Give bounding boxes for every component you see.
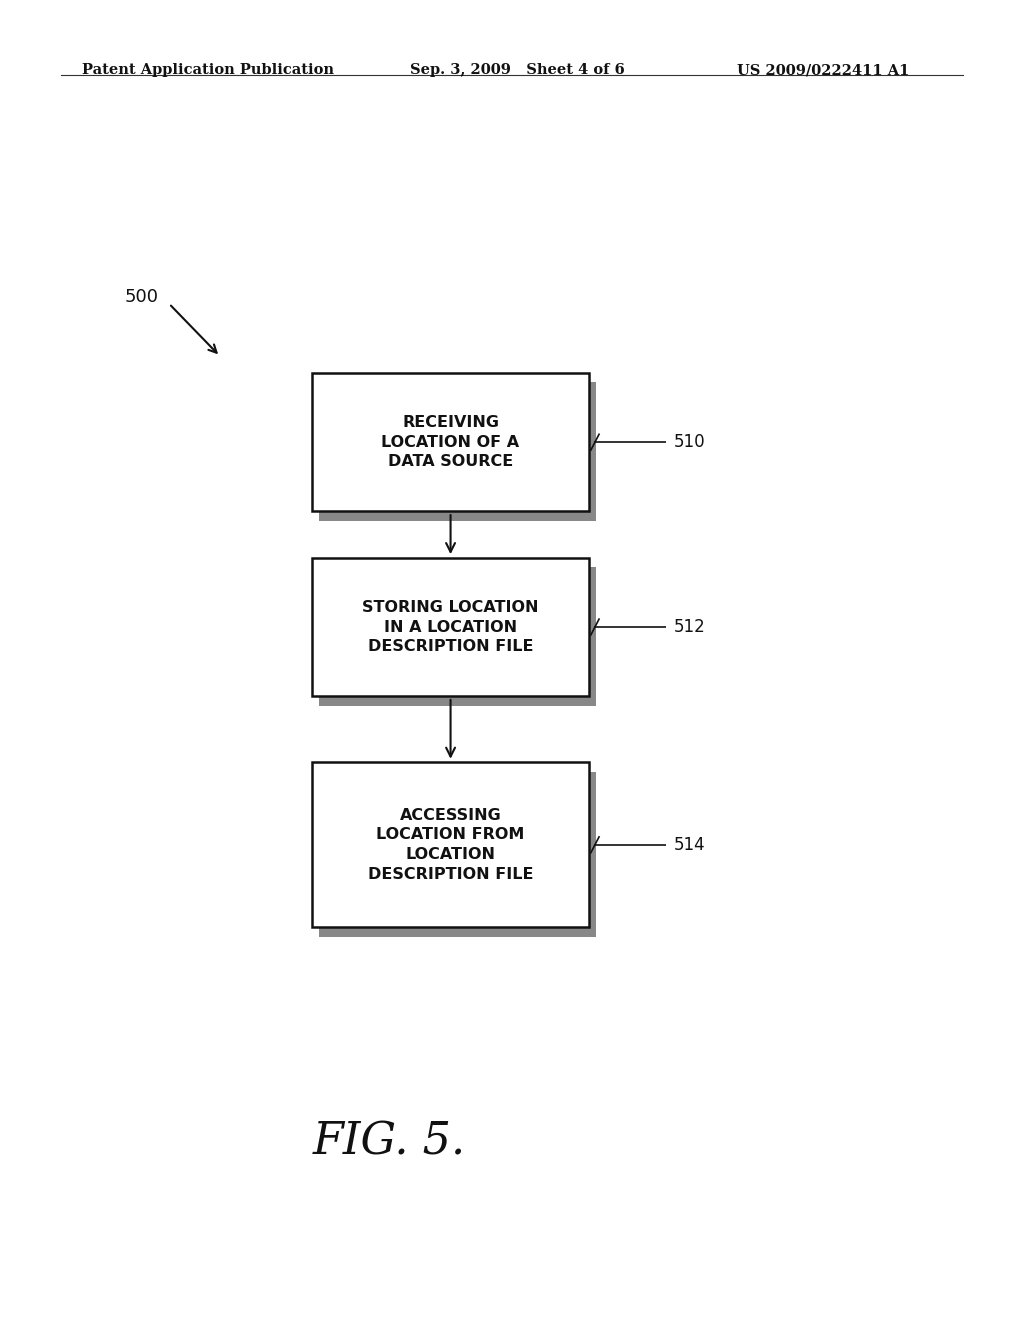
Bar — [312, 762, 589, 927]
Text: Sep. 3, 2009   Sheet 4 of 6: Sep. 3, 2009 Sheet 4 of 6 — [410, 63, 625, 78]
Text: 510: 510 — [674, 433, 706, 451]
Text: 512: 512 — [674, 618, 706, 636]
Text: Patent Application Publication: Patent Application Publication — [82, 63, 334, 78]
Text: FIG. 5.: FIG. 5. — [312, 1121, 466, 1163]
Text: STORING LOCATION
IN A LOCATION
DESCRIPTION FILE: STORING LOCATION IN A LOCATION DESCRIPTI… — [362, 599, 539, 655]
Text: US 2009/0222411 A1: US 2009/0222411 A1 — [737, 63, 909, 78]
Text: 500: 500 — [125, 288, 159, 306]
Text: ACCESSING
LOCATION FROM
LOCATION
DESCRIPTION FILE: ACCESSING LOCATION FROM LOCATION DESCRIP… — [368, 808, 534, 882]
Bar — [319, 771, 596, 937]
Bar — [312, 372, 589, 511]
Bar — [319, 568, 596, 705]
Text: 514: 514 — [674, 836, 706, 854]
Bar — [312, 557, 589, 697]
Bar — [319, 381, 596, 520]
Text: RECEIVING
LOCATION OF A
DATA SOURCE: RECEIVING LOCATION OF A DATA SOURCE — [382, 414, 519, 470]
